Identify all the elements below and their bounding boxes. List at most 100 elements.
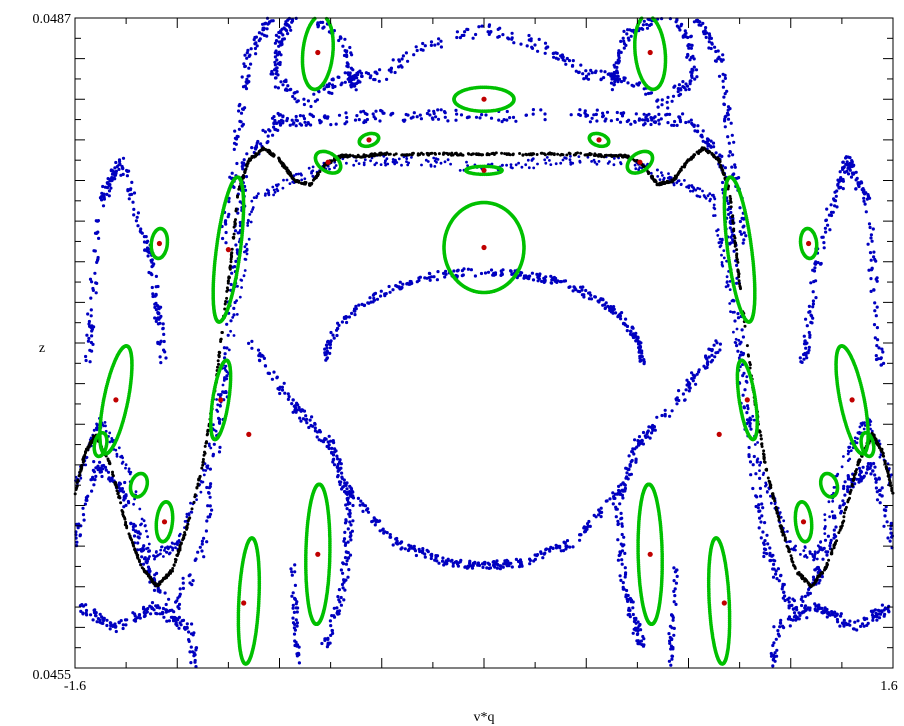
chaotic-point: [621, 496, 625, 500]
chaotic-point: [142, 544, 146, 548]
chaotic-point: [153, 557, 156, 561]
chaotic-point: [808, 591, 813, 596]
chaotic-point: [578, 160, 582, 164]
chaotic-point: [429, 275, 434, 279]
chaotic-point: [206, 504, 210, 508]
chaotic-point: [354, 159, 358, 163]
chaotic-point: [212, 428, 216, 432]
chaotic-point: [714, 49, 718, 54]
chaotic-point: [685, 84, 690, 88]
chaotic-point: [645, 22, 649, 27]
chaotic-point: [671, 94, 676, 98]
chaotic-point: [419, 117, 423, 121]
chaotic-point: [429, 164, 433, 168]
chaotic-point: [132, 502, 136, 506]
chaotic-point: [848, 168, 852, 172]
chaotic-point: [250, 146, 254, 150]
chaotic-point: [681, 80, 685, 84]
chaotic-point: [875, 618, 879, 622]
chaotic-point: [631, 447, 635, 451]
chaotic-point: [742, 231, 746, 235]
chaotic-point: [107, 189, 112, 193]
chaotic-point: [880, 347, 884, 351]
chaotic-point: [374, 109, 378, 113]
chaotic-point: [239, 120, 243, 124]
chaotic-point: [135, 215, 139, 219]
chaotic-point: [94, 219, 98, 223]
chaotic-point: [297, 661, 301, 665]
chaotic-point: [86, 494, 90, 498]
chaotic-point: [537, 277, 542, 281]
chaotic-point: [638, 359, 642, 363]
chaotic-point: [838, 624, 842, 628]
chaotic-point: [537, 37, 541, 42]
chaotic-point: [622, 46, 626, 50]
chaotic-point: [323, 437, 327, 441]
chaotic-point: [813, 266, 817, 270]
chaotic-point: [856, 619, 860, 623]
chaotic-point: [271, 185, 275, 189]
chaotic-point: [608, 308, 613, 312]
chaotic-point: [326, 636, 330, 640]
chaotic-point: [578, 108, 582, 112]
chaotic-point: [781, 624, 785, 628]
chaotic-point: [234, 259, 238, 263]
chaotic-point: [518, 273, 523, 277]
chaotic-point: [509, 561, 513, 565]
chaotic-point: [541, 556, 545, 560]
chaotic-point: [706, 194, 710, 198]
chaotic-point: [548, 549, 552, 553]
chaotic-point: [418, 113, 422, 117]
chaotic-point: [288, 25, 292, 29]
chaotic-point: [114, 624, 118, 629]
chaotic-point: [823, 226, 828, 230]
chaotic-point: [673, 587, 677, 591]
chaotic-point: [802, 549, 806, 552]
chaotic-point: [272, 122, 276, 126]
chaotic-point: [502, 562, 506, 566]
chaotic-point: [726, 208, 730, 212]
invariant-curve-point: [827, 558, 831, 562]
chaotic-point: [823, 538, 828, 542]
chaotic-point: [245, 247, 249, 251]
chaotic-point: [592, 158, 596, 162]
chaotic-point: [665, 100, 669, 104]
chaotic-point: [247, 237, 251, 241]
chaotic-point: [853, 482, 857, 486]
chaotic-point: [361, 109, 366, 113]
chaotic-point: [670, 99, 674, 103]
chaotic-point: [84, 358, 88, 363]
chaotic-point: [208, 512, 213, 516]
chaotic-point: [332, 615, 337, 619]
chaotic-point: [563, 59, 567, 63]
chaotic-point: [221, 390, 225, 394]
chaotic-point: [576, 289, 580, 293]
chaotic-point: [814, 279, 818, 283]
chaotic-point: [229, 329, 233, 333]
chaotic-point: [800, 360, 804, 364]
chaotic-point: [535, 554, 539, 558]
chaotic-point: [156, 322, 160, 326]
chaotic-point: [746, 407, 750, 411]
chaotic-point: [414, 553, 418, 558]
chaotic-point: [873, 309, 877, 313]
chaotic-point: [143, 614, 147, 618]
chaotic-point: [661, 174, 664, 177]
chaotic-point: [274, 33, 278, 38]
chaotic-point: [681, 35, 685, 39]
chaotic-point: [761, 473, 765, 476]
chaotic-point: [356, 496, 360, 500]
chaotic-point: [352, 163, 356, 167]
chaotic-point: [132, 191, 137, 195]
chaotic-point: [696, 18, 700, 22]
chaotic-point: [616, 519, 620, 523]
chaotic-point: [543, 118, 547, 122]
chaotic-point: [618, 502, 622, 506]
chaotic-point: [771, 558, 776, 562]
chaotic-point: [568, 545, 572, 549]
chaotic-point: [253, 46, 257, 51]
chaotic-point: [666, 106, 670, 110]
chaotic-point: [339, 462, 343, 466]
chaotic-point: [300, 173, 303, 177]
chaotic-point: [674, 581, 679, 585]
